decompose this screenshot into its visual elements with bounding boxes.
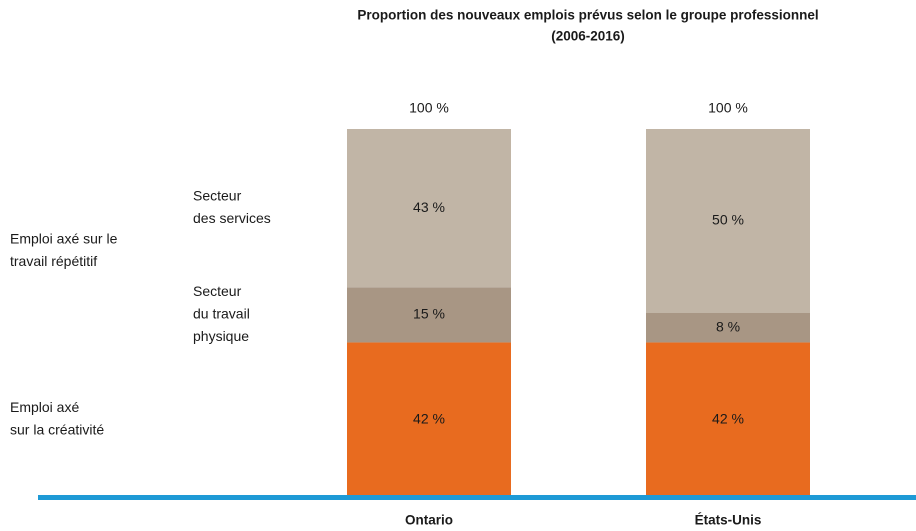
x-tick-label: États-Unis: [695, 513, 762, 528]
chart-title: Proportion des nouveaux emplois prévus s…: [357, 8, 818, 23]
bar-segment: [347, 129, 511, 288]
value-label: 42 %: [413, 410, 445, 426]
bar-segment: [347, 342, 511, 497]
series-label: Emploi axé: [10, 399, 79, 415]
series-label: Secteur: [193, 188, 242, 204]
series-label: des services: [193, 210, 271, 226]
value-label: 15 %: [413, 306, 445, 322]
series-label: sur la créativité: [10, 422, 104, 438]
total-label: 100 %: [409, 100, 449, 116]
annotation: travail répétitif: [10, 253, 97, 269]
value-label: 50 %: [712, 212, 744, 228]
series-label: du travail: [193, 306, 250, 322]
bar-segment: [646, 129, 810, 313]
value-label: 8 %: [716, 318, 740, 334]
annotation: Emploi axé sur le: [10, 231, 118, 247]
bar-segment: [646, 313, 810, 343]
total-label: 100 %: [708, 100, 748, 116]
value-label: 42 %: [712, 410, 744, 426]
chart-title: (2006-2016): [551, 29, 625, 44]
bar-segment: [646, 342, 810, 497]
series-label: Secteur: [193, 283, 242, 299]
baseline: [38, 495, 916, 500]
series-label: physique: [193, 328, 249, 344]
value-label: 43 %: [413, 199, 445, 215]
x-tick-label: Ontario: [405, 513, 453, 528]
bar-segment: [347, 287, 511, 343]
